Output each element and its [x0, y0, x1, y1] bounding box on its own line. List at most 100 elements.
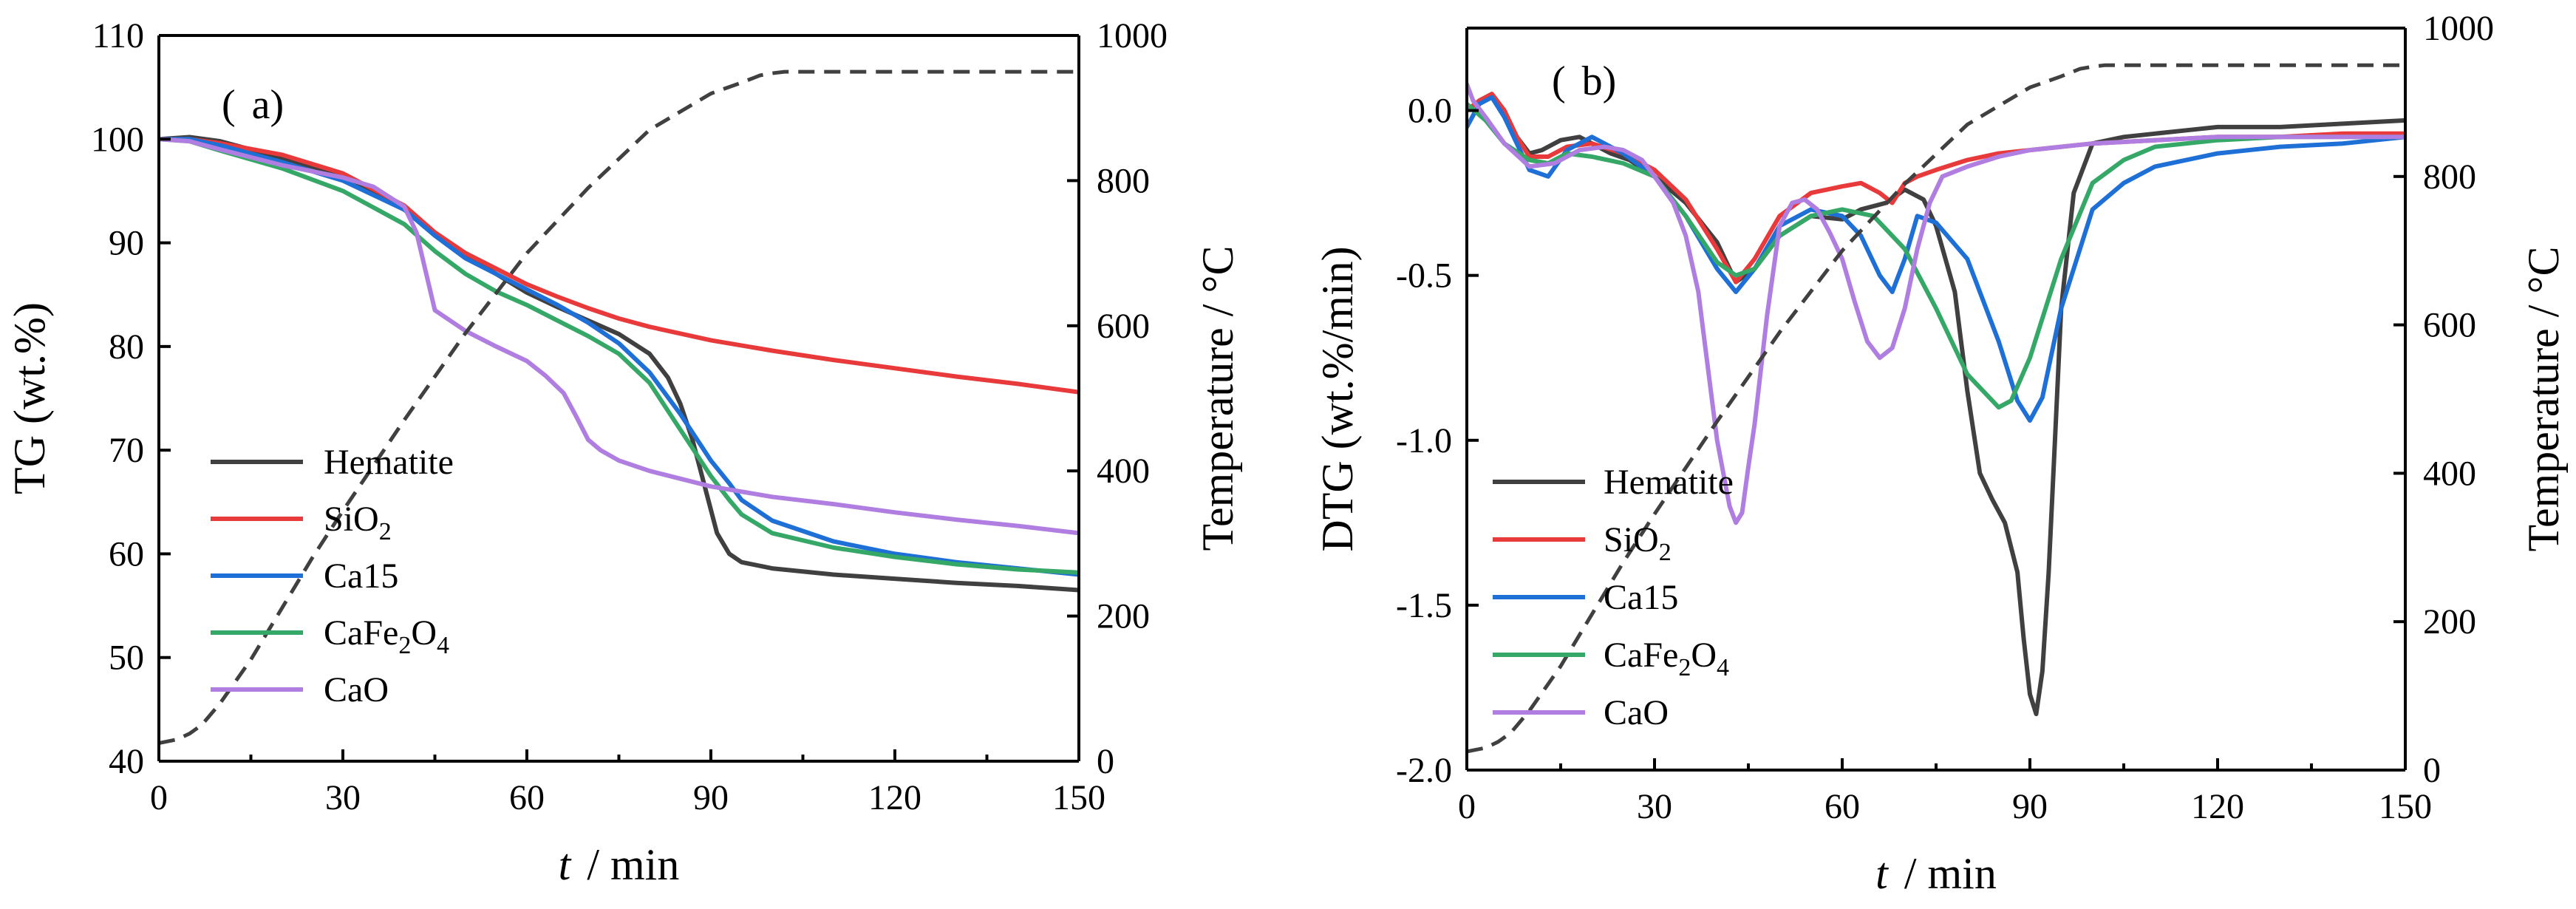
x-axis-label-unit: / min [587, 840, 679, 889]
legend-item: Hematite [1493, 463, 1734, 502]
y-tick-label: -1.0 [1396, 421, 1452, 460]
y-axis-label: TG (wt.%) [5, 302, 54, 494]
y-tick-label: 0.0 [1408, 92, 1452, 131]
x-tick-label: 0 [1458, 787, 1476, 826]
y2-tick-label: 400 [1097, 452, 1150, 491]
y2-tick-label: 800 [1097, 161, 1150, 200]
y-tick-label: 50 [109, 639, 144, 678]
y2-axis-label: Temperature / °C [1193, 246, 1242, 551]
y2-tick-label: 1000 [1097, 16, 1168, 55]
legend-label: Ca15 [324, 556, 398, 596]
y2-tick-label: 1000 [2423, 9, 2494, 48]
x-axis-label-unit: / min [1904, 849, 1997, 898]
x-axis-label: t / min [559, 840, 680, 889]
legend-label: CaFe2O4 [324, 613, 449, 659]
legend-label-mid: O [411, 613, 437, 653]
panel-label: ( b) [1552, 58, 1616, 104]
y-tick-label: -2.0 [1396, 751, 1452, 790]
legend-label-mid: O [1691, 636, 1717, 675]
y-tick-label: 80 [109, 327, 144, 367]
y-tick-label: 110 [92, 16, 144, 55]
x-axis-label-variable: t [1875, 849, 1889, 898]
y-axis-label: DTG (wt.%/min) [1313, 246, 1362, 551]
cafe2o4-line [159, 137, 1079, 575]
hematite-line [1467, 92, 2405, 717]
legend-label: Hematite [1604, 463, 1734, 502]
legend-item: CaO [1493, 693, 1669, 732]
x-tick-label: 150 [1052, 778, 1105, 817]
legend-label: CaO [324, 670, 389, 709]
panel-label-open: ( [222, 82, 236, 128]
x-tick-label: 60 [1824, 787, 1860, 826]
legend-item: Hematite [211, 443, 454, 482]
legend-label-base: SiO [1604, 520, 1659, 559]
legend-label: SiO2 [324, 500, 392, 545]
x-tick-label: 30 [1637, 787, 1672, 826]
cao-line [159, 137, 1079, 536]
legend-label: CaFe2O4 [1604, 636, 1729, 681]
legend-label: SiO2 [1604, 520, 1672, 566]
x-tick-label: 30 [325, 778, 361, 817]
y2-tick-label: 0 [1097, 742, 1114, 781]
y-tick-label: -0.5 [1396, 256, 1452, 296]
legend-label: Hematite [324, 443, 454, 482]
y2-tick-label: 0 [2423, 751, 2441, 790]
legend-item: CaO [211, 670, 389, 709]
x-axis-label-variable: t [559, 840, 572, 889]
panel-label-letter: b [1582, 58, 1603, 104]
legend-item: CaFe2O4 [1493, 636, 1729, 681]
y2-tick-label: 600 [1097, 307, 1150, 346]
x-tick-label: 120 [2191, 787, 2244, 826]
y2-axis-label: Temperature / °C [2519, 247, 2568, 552]
ca15-line [1467, 95, 2405, 423]
y2-tick-label: 800 [2423, 157, 2476, 197]
x-tick-label: 60 [509, 778, 545, 817]
legend-label: Ca15 [1604, 578, 1678, 617]
panel-a: 0 30 60 90 120 150 40 50 60 70 80 90 100 110 0 200 400 60… [5, 16, 1242, 889]
legend-item: Ca15 [211, 556, 398, 596]
cafe2o4-line [1467, 101, 2405, 410]
y2-tick-label: 600 [2423, 306, 2476, 345]
y-tick-label: 100 [91, 120, 144, 159]
x-tick-label: 120 [868, 778, 921, 817]
legend-label-subscript: 2 [398, 632, 411, 659]
temperature-line [159, 69, 1079, 745]
x-tick-label: 0 [150, 778, 168, 817]
legend-item: Ca15 [1493, 578, 1678, 617]
panel-label: ( a) [222, 82, 284, 128]
legend-label-subscript: 4 [1717, 654, 1729, 681]
x-tick-label: 90 [693, 778, 729, 817]
y2-tick-label: 200 [1097, 597, 1150, 636]
panel-label-close: ) [1603, 58, 1617, 104]
legend-label-subscript: 2 [1678, 654, 1691, 681]
y-tick-label: 60 [109, 534, 144, 573]
legend-label-subscript: 2 [379, 518, 392, 545]
sio2-line [159, 137, 1079, 395]
x-axis-label: t / min [1875, 849, 1997, 898]
legend-label-subscript: 2 [1659, 539, 1672, 566]
x-tick-label: 150 [2379, 787, 2432, 826]
legend-label-base: CaFe [324, 613, 398, 653]
legend-label-subscript: 4 [437, 632, 449, 659]
legend-label-base: SiO [324, 500, 379, 539]
legend-label-base: CaFe [1604, 636, 1678, 675]
legend-item: SiO2 [1493, 520, 1672, 566]
y-tick-label: 70 [109, 431, 144, 470]
x-tick-label: 90 [2012, 787, 2048, 826]
legend-item: SiO2 [211, 500, 392, 545]
panel-label-close: ) [270, 82, 284, 128]
series-group [159, 69, 1079, 745]
series-group [1467, 63, 2405, 754]
panel-label-open: ( [1552, 58, 1566, 104]
cao-line [1467, 81, 2405, 525]
y2-tick-label: 200 [2423, 602, 2476, 641]
panel-b: 0 30 60 90 120 150 -2.0 -1.5 -1.0 -0.5 0.0 0 200 400 6… [1313, 9, 2568, 898]
y-tick-label: 90 [109, 224, 144, 263]
y2-tick-label: 400 [2423, 454, 2476, 493]
panel-label-letter: a [252, 82, 270, 128]
temperature-line [1467, 63, 2405, 754]
y-tick-label: -1.5 [1396, 586, 1452, 625]
